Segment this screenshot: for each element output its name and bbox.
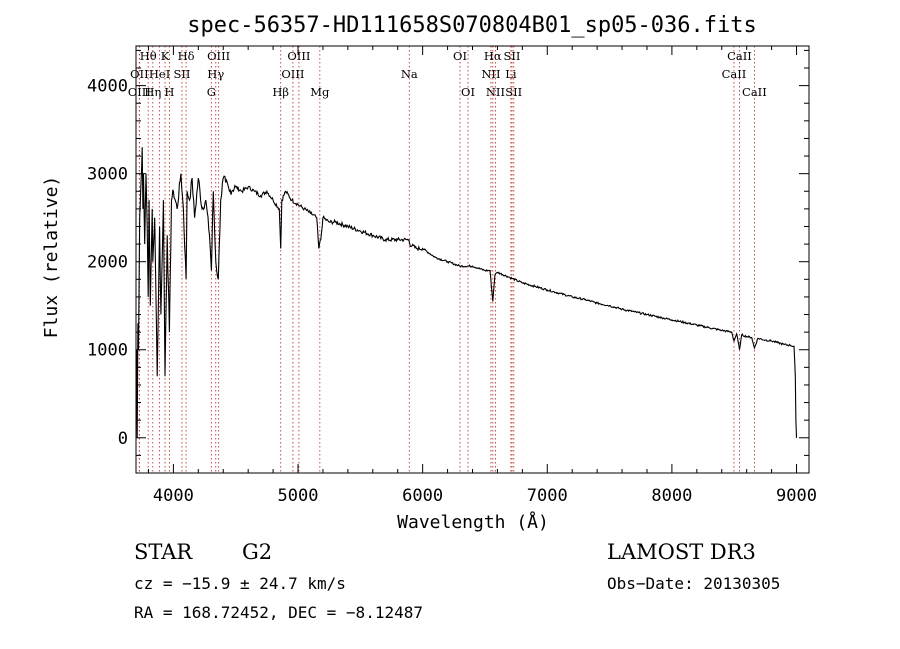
spectrum-line — [136, 147, 798, 438]
spectrum-chart: spec-56357-HD111658S070804B01_sp05-036.f… — [41, 13, 817, 533]
axis-ticks-layer: 4000 5000 6000 7000 8000 9000 0 1000 2000 3000 400… — [87, 46, 817, 506]
emission-line-label: HeI — [149, 67, 170, 81]
emission-line-label: OI — [461, 85, 475, 99]
y-axis-label: Flux (relative) — [41, 176, 62, 339]
emission-line-label: OII — [130, 67, 149, 81]
ra-dec: RA = 168.72452, DEC = −8.12487 — [134, 603, 423, 622]
emission-line-label: OIII — [128, 85, 151, 99]
emission-line-label: H — [164, 85, 174, 99]
emission-line-label: Hη — [144, 85, 161, 99]
x-tick-label: 6000 — [402, 486, 443, 506]
emission-line-label: K — [161, 49, 170, 63]
x-axis-label: Wavelength (Å) — [397, 511, 549, 533]
y-tick-label: 2000 — [87, 253, 128, 273]
object-subclass: G2 — [242, 540, 273, 564]
emission-line-label: NII — [486, 85, 505, 99]
object-class: STAR — [134, 540, 193, 564]
y-tick-label: 0 — [118, 429, 128, 449]
emission-line-label: OIII — [281, 67, 304, 81]
survey-name: LAMOST DR3 — [607, 540, 756, 564]
emission-line-label: SII — [505, 85, 522, 99]
emission-line-label: CaII — [727, 49, 752, 63]
emission-line-label: NII — [481, 67, 500, 81]
x-tick-label: 5000 — [278, 486, 319, 506]
y-tick-label: 4000 — [87, 77, 128, 97]
emission-line-label: Na — [401, 67, 418, 81]
emission-line-label: Hβ — [272, 85, 289, 99]
emission-line-label: CaII — [742, 85, 767, 99]
observation-date: Obs−Date: 20130305 — [607, 574, 781, 593]
emission-line-label: SII — [504, 49, 521, 63]
x-tick-label: 4000 — [153, 486, 194, 506]
emission-line-label: Hδ — [178, 49, 195, 63]
emission-line-label: OI — [453, 49, 467, 63]
plot-frame — [135, 45, 810, 474]
emission-line-label: CaII — [722, 67, 747, 81]
emission-line-label: OIII — [207, 49, 230, 63]
emission-line-label: G — [207, 85, 216, 99]
chart-title: spec-56357-HD111658S070804B01_sp05-036.f… — [187, 13, 757, 38]
emission-lines-layer — [138, 46, 755, 473]
emission-line-label: SII — [174, 67, 191, 81]
x-tick-label: 9000 — [776, 486, 817, 506]
emission-line-label: Li — [505, 67, 517, 81]
emission-line-label: OIII — [287, 49, 310, 63]
redshift-cz: cz = −15.9 ± 24.7 km/s — [134, 574, 346, 593]
y-tick-label: 3000 — [87, 165, 128, 185]
emission-line-label: Hγ — [207, 67, 224, 81]
emission-line-label: Mg — [310, 85, 330, 99]
x-tick-label: 8000 — [651, 486, 692, 506]
emission-line-label: Hθ — [140, 49, 157, 63]
emission-line-label: Hα — [484, 49, 502, 63]
x-tick-label: 7000 — [527, 486, 568, 506]
y-tick-label: 1000 — [87, 341, 128, 361]
